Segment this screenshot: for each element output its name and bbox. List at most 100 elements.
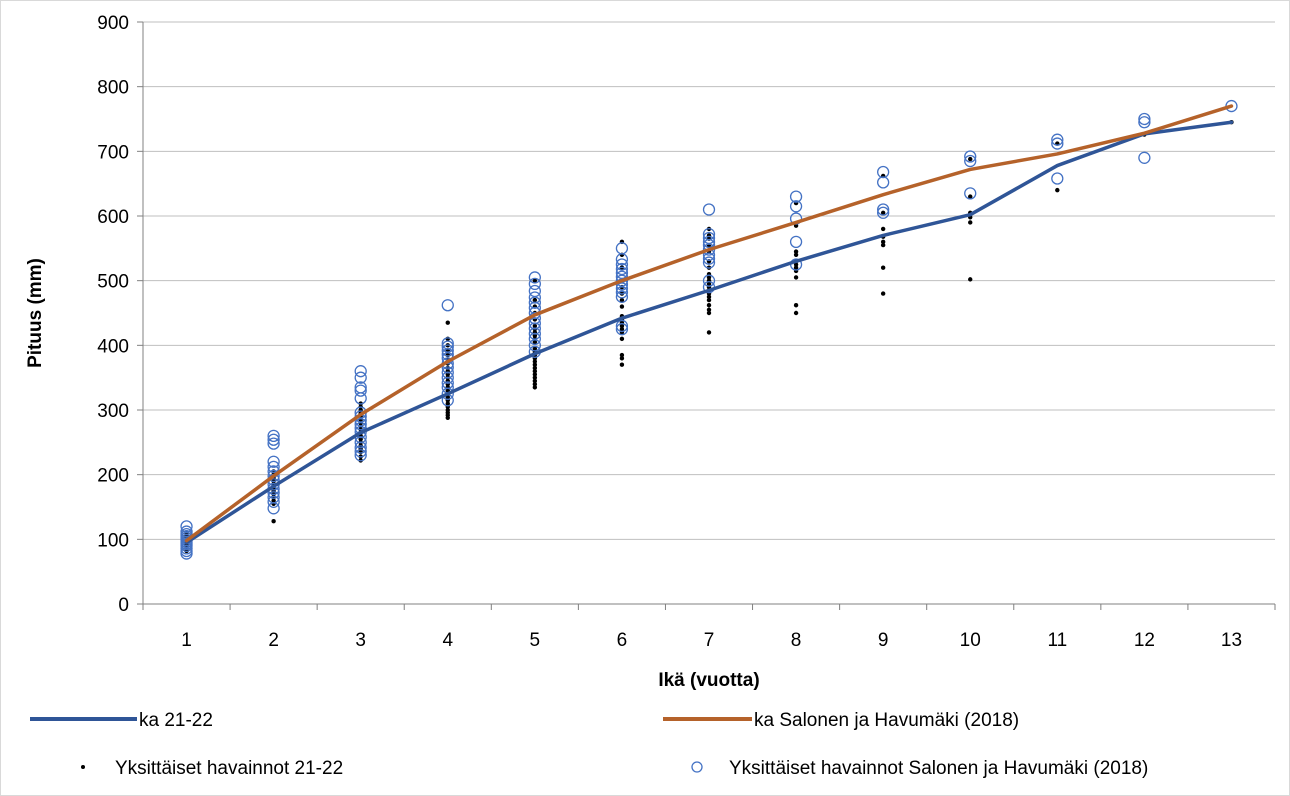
scatter-open-circle xyxy=(354,436,367,449)
y-tick-label: 400 xyxy=(97,336,129,357)
scatter-dot xyxy=(706,294,712,300)
scatter-open-circle xyxy=(964,150,977,163)
scatter-open-circle xyxy=(267,495,280,508)
y-tick-label: 800 xyxy=(97,78,129,99)
scatter-open-circle xyxy=(441,337,454,350)
scatter-open-circle xyxy=(180,525,193,538)
scatter-dot xyxy=(793,265,799,270)
x-tick-label: 1 xyxy=(181,630,192,651)
scatter-open-circle xyxy=(528,284,541,298)
legend-label: Yksittäiset havainnot 21-22 xyxy=(115,758,343,779)
scatter-open-circle xyxy=(702,203,716,216)
scatter-open-circle xyxy=(615,266,629,280)
scatter-open-circle xyxy=(615,262,629,276)
scatter-open-circle xyxy=(789,200,803,213)
scatter-open-circle xyxy=(1051,133,1064,146)
scatter-open-circle xyxy=(528,277,541,291)
legend-label: Yksittäiset havainnot Salonen ja Havumäk… xyxy=(729,758,1148,779)
scatter-open-circle xyxy=(441,376,454,389)
scatter-open-circle xyxy=(789,190,803,203)
scatter-dot xyxy=(532,323,538,329)
legend-label: ka Salonen ja Havumäki (2018) xyxy=(754,710,1019,731)
x-tick-label: 2 xyxy=(268,630,279,651)
scatter-open-circle xyxy=(354,384,367,397)
legend-swatch-circle xyxy=(691,761,703,773)
scatter-open-circle xyxy=(1138,112,1151,126)
scatter-dot xyxy=(532,339,538,345)
scatter-dot xyxy=(968,220,973,225)
scatter-dot xyxy=(880,226,886,232)
scatter-open-circle xyxy=(615,258,629,271)
scatter-open-circle xyxy=(528,332,541,346)
scatter-dot xyxy=(532,278,538,283)
scatter-open-circle xyxy=(441,366,454,379)
scatter-dot xyxy=(445,401,450,406)
legend-item-ka-21-22: ka 21-22 xyxy=(30,710,213,731)
scatter-dot xyxy=(880,242,886,248)
scatter-open-circle xyxy=(354,441,367,454)
x-tick-labels: 1 2 3 4 5 6 7 8 9 10 11 12 13 xyxy=(181,630,1242,651)
scatter-dot xyxy=(271,519,276,524)
x-tick-label: 13 xyxy=(1221,630,1242,651)
scatter-dot xyxy=(619,352,625,358)
scatter-open-circle xyxy=(964,187,977,200)
scatter-open-circle xyxy=(528,317,541,330)
scatter-dot xyxy=(445,407,450,413)
scatter-open-circle xyxy=(267,455,280,468)
y-tick-label: 0 xyxy=(118,595,129,616)
scatter-dot xyxy=(706,307,712,312)
scatter-dot xyxy=(532,381,538,387)
scatter-open-circle xyxy=(528,327,541,340)
scatter-open-circle xyxy=(615,242,629,255)
scatter-dot xyxy=(793,303,799,308)
scatter-open-circle xyxy=(528,271,541,284)
scatter-dot xyxy=(793,249,799,254)
scatter-dot xyxy=(619,304,625,309)
x-tick-label: 4 xyxy=(442,630,453,651)
scatter-dot xyxy=(532,375,538,380)
scatter-dot xyxy=(706,310,712,316)
scatter-dot xyxy=(532,297,538,303)
legend-item-ka-salonen: ka Salonen ja Havumäki (2018) xyxy=(663,710,1019,731)
x-tick-label: 5 xyxy=(530,630,541,651)
x-tick-label: 3 xyxy=(355,630,366,651)
scatter-dot xyxy=(706,303,712,308)
scatter-dot xyxy=(968,277,973,282)
axes xyxy=(137,21,1276,610)
scatter-open-circle xyxy=(615,323,629,336)
scatter-dot xyxy=(445,320,450,325)
series-lines xyxy=(184,104,1234,545)
scatter-open-circle xyxy=(441,340,454,353)
scatter-open-circle xyxy=(354,365,367,378)
scatter-open-circle xyxy=(789,235,803,249)
scatter-open-circle xyxy=(528,322,541,335)
scatter-dot xyxy=(619,362,625,367)
x-tick-label: 11 xyxy=(1047,630,1067,651)
scatter-dot xyxy=(532,362,538,367)
scatter-dot xyxy=(793,275,799,280)
x-tick-label: 9 xyxy=(878,630,889,651)
x-tick-label: 10 xyxy=(960,630,981,651)
y-tick-labels: 0 100 200 300 400 500 600 700 800 900 xyxy=(97,13,129,616)
scatter-open-circle xyxy=(267,437,280,450)
scatter-dot xyxy=(968,156,973,162)
y-tick-label: 100 xyxy=(97,530,129,551)
scatter-dot xyxy=(271,498,276,503)
scatter-open-circle xyxy=(877,176,890,189)
scatter-dot xyxy=(706,281,712,287)
scatter-open-circle xyxy=(267,460,280,474)
y-tick-label: 200 xyxy=(97,466,129,487)
scatter-open-circle xyxy=(441,371,454,384)
scatter-open-circle xyxy=(702,252,716,265)
scatter-open-circle xyxy=(702,231,716,245)
scatter-dot xyxy=(532,346,538,351)
scatter-dot xyxy=(532,385,538,390)
scatter-dot xyxy=(619,297,625,303)
scatter-dot xyxy=(532,378,538,384)
legend-swatch-dot xyxy=(81,765,85,769)
scatter-dot xyxy=(619,326,625,332)
scatter-dot xyxy=(968,194,973,199)
scatter-dot xyxy=(532,365,538,371)
scatter-dot xyxy=(532,359,538,364)
